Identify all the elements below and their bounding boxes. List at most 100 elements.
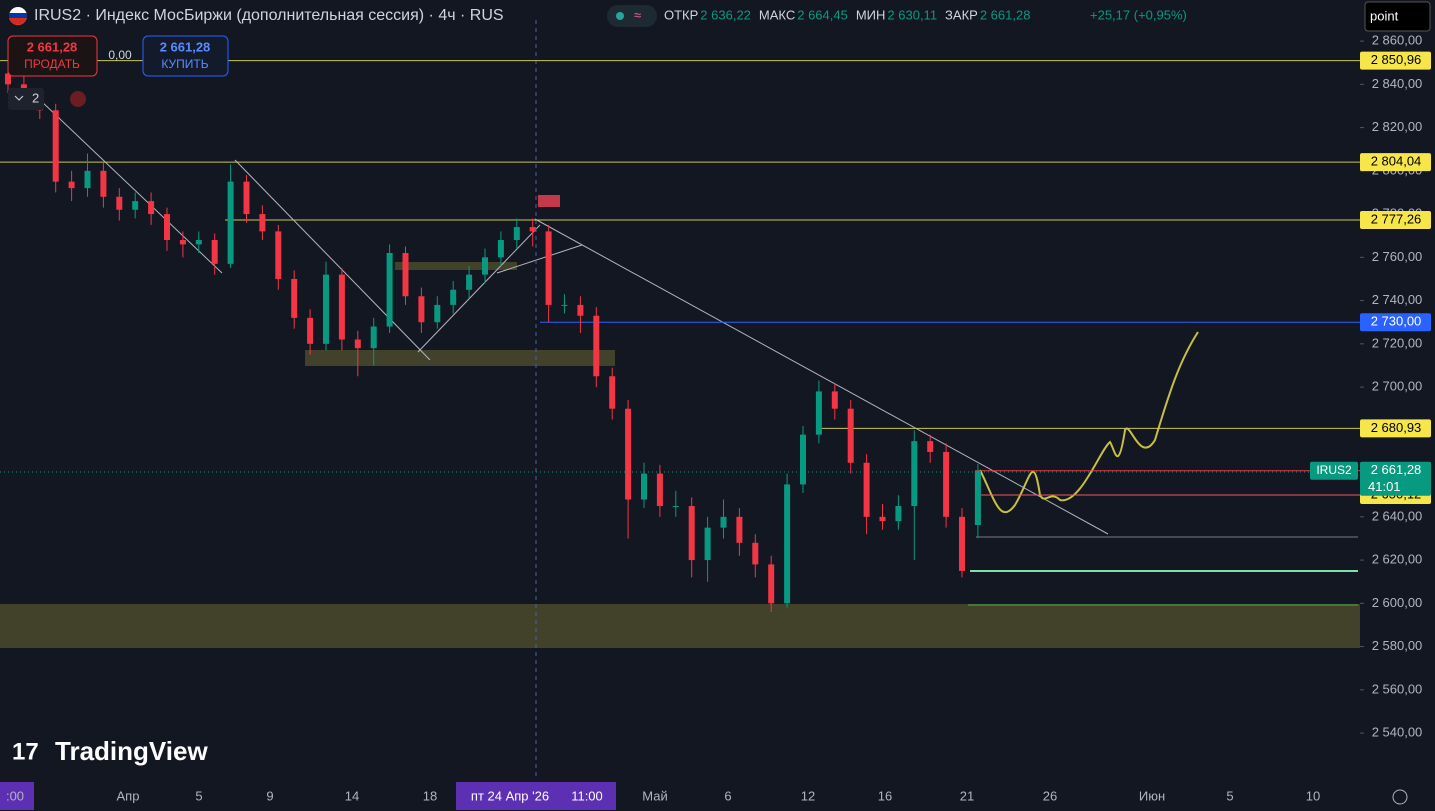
y-tick-label: 2 600,00 bbox=[1372, 595, 1423, 610]
ohlc-value: 2 664,45 bbox=[797, 7, 848, 22]
candle-body bbox=[5, 73, 11, 85]
candle-body bbox=[259, 214, 266, 232]
candle-body bbox=[974, 470, 981, 526]
candle-body bbox=[466, 274, 473, 290]
trend-line bbox=[417, 224, 541, 353]
candle-body bbox=[323, 274, 329, 344]
x-tick-label: 18 bbox=[423, 788, 437, 803]
x-tick-label: 10 bbox=[1306, 788, 1320, 803]
price-label: 2 804,04 bbox=[1371, 154, 1422, 169]
approx-icon: ≈ bbox=[634, 7, 641, 22]
ohlc: ОТКР 2 636,22 МАКС 2 664,45 МИН 2 630,11 ЗАКР 2… bbox=[664, 7, 1030, 22]
y-tick-label: 2 760,00 bbox=[1372, 249, 1423, 264]
flag-marker bbox=[538, 195, 560, 207]
logo: TradingView bbox=[55, 736, 208, 766]
candles bbox=[5, 62, 981, 612]
candle-body bbox=[768, 564, 775, 604]
input-text[interactable]: point bbox=[1370, 8, 1399, 23]
ohlc-value: 2 630,11 bbox=[887, 7, 937, 22]
x-tick-label: 12 bbox=[801, 788, 815, 803]
candle-body bbox=[577, 304, 584, 316]
candle-body bbox=[672, 506, 679, 508]
candle-body bbox=[116, 196, 123, 210]
sell-label[interactable]: ПРОДАТЬ bbox=[24, 57, 80, 71]
candle-body bbox=[338, 274, 345, 340]
buy-label[interactable]: КУПИТЬ bbox=[161, 57, 208, 71]
ohlc-value: 2 636,22 bbox=[700, 7, 751, 22]
y-tick-label: 2 820,00 bbox=[1372, 119, 1423, 134]
candle-body bbox=[179, 240, 186, 245]
sell-button[interactable] bbox=[7, 35, 98, 77]
y-tick-label: 2 720,00 bbox=[1372, 335, 1423, 350]
candle-body bbox=[418, 296, 425, 323]
candle-body bbox=[688, 506, 695, 561]
x-tick-label: :00 bbox=[6, 788, 24, 803]
candle-body bbox=[84, 170, 91, 189]
ohlc-label: МИН bbox=[856, 7, 886, 22]
candle-body bbox=[656, 473, 663, 507]
warning-icon[interactable] bbox=[70, 91, 86, 107]
price-label: 2 777,26 bbox=[1371, 211, 1422, 226]
flag-icon bbox=[9, 13, 27, 18]
y-tick-label: 2 580,00 bbox=[1372, 638, 1423, 653]
x-tick-label: Апр bbox=[117, 788, 140, 803]
symbol-title: IRUS2 · Индекс МосБиржи (дополнительная … bbox=[34, 7, 504, 24]
indicators-count[interactable]: 2 bbox=[32, 90, 39, 105]
logo-mark: 17 bbox=[12, 738, 39, 765]
candle-body bbox=[736, 516, 743, 543]
candle-body bbox=[800, 434, 806, 485]
y-tick-label: 2 620,00 bbox=[1372, 552, 1423, 567]
x-tick-label: 5 bbox=[195, 788, 202, 803]
crosshair-time: 11:00 bbox=[571, 788, 603, 803]
flag-icon bbox=[9, 16, 27, 25]
buy-price[interactable]: 2 661,28 bbox=[160, 39, 211, 54]
candle-body bbox=[148, 201, 155, 215]
input-box[interactable] bbox=[1364, 1, 1431, 32]
candle-body bbox=[211, 240, 218, 264]
candle-body bbox=[831, 391, 838, 409]
candle-body bbox=[291, 278, 298, 318]
sell-price[interactable]: 2 661,28 bbox=[27, 39, 78, 54]
candle-body bbox=[561, 304, 568, 306]
candle-body bbox=[434, 304, 441, 323]
candle-body bbox=[402, 253, 409, 297]
x-tick-label: 5 bbox=[1226, 788, 1233, 803]
candle-body bbox=[863, 462, 870, 517]
price-label-bg bbox=[1360, 153, 1431, 172]
candle-body bbox=[752, 542, 759, 565]
last-price: 2 661,28 bbox=[1371, 462, 1422, 477]
x-tick-label: 21 bbox=[960, 788, 974, 803]
candle-body bbox=[132, 201, 139, 210]
candle-body bbox=[959, 516, 965, 571]
x-tick-label: 9 bbox=[266, 788, 273, 803]
countdown: 41:01 bbox=[1368, 479, 1401, 494]
y-tick-label: 2 740,00 bbox=[1372, 292, 1423, 307]
ohlc-label: ОТКР bbox=[664, 7, 698, 22]
candle-body bbox=[545, 231, 552, 305]
candle-body bbox=[68, 181, 75, 189]
indicators-toggle[interactable] bbox=[8, 88, 44, 110]
ohlc-label: ЗАКР bbox=[945, 7, 978, 22]
buy-button[interactable] bbox=[142, 35, 229, 77]
settings-icon[interactable] bbox=[1392, 789, 1408, 805]
x-tick-label: 26 bbox=[1043, 788, 1057, 803]
trend-line bbox=[534, 218, 1109, 535]
last-symbol: IRUS2 bbox=[1316, 463, 1352, 477]
candle-body bbox=[370, 326, 377, 349]
change: +25,17 (+0,95%) bbox=[1090, 7, 1187, 22]
candle-body bbox=[164, 214, 170, 241]
x-tick-label: 16 bbox=[878, 788, 892, 803]
x-tick-label: 14 bbox=[345, 788, 359, 803]
price-label-bg bbox=[1360, 419, 1431, 438]
zone bbox=[0, 604, 1360, 648]
candle-body bbox=[52, 110, 59, 182]
price-label-bg bbox=[1360, 211, 1431, 230]
candle-body bbox=[847, 408, 854, 463]
status-pill bbox=[607, 5, 657, 27]
candle-body bbox=[704, 527, 711, 561]
price-label: 2 680,93 bbox=[1371, 420, 1422, 435]
candle-body bbox=[195, 240, 202, 245]
crosshair-label-bg bbox=[456, 782, 616, 810]
